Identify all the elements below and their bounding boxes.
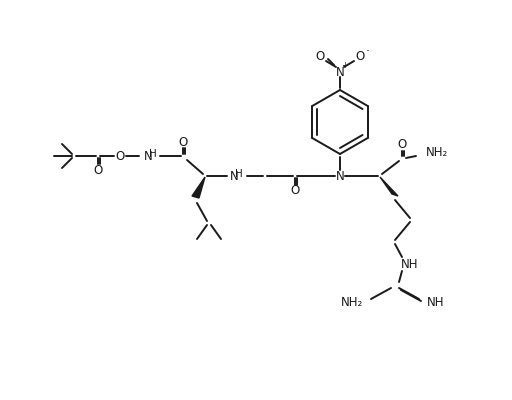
- Text: NH₂: NH₂: [426, 146, 448, 160]
- Text: O: O: [115, 150, 124, 162]
- Text: H: H: [235, 169, 243, 179]
- Text: NH: NH: [427, 296, 444, 308]
- Text: O: O: [397, 138, 407, 152]
- Text: N: N: [229, 170, 239, 182]
- Text: ·: ·: [366, 46, 370, 58]
- Text: O: O: [93, 164, 102, 176]
- Polygon shape: [380, 177, 398, 196]
- Text: O: O: [290, 184, 300, 198]
- Text: NH₂: NH₂: [341, 296, 363, 308]
- Text: N: N: [336, 170, 345, 182]
- Text: O: O: [355, 50, 365, 62]
- Text: N: N: [336, 66, 345, 78]
- Text: +: +: [342, 62, 349, 70]
- Text: NH: NH: [401, 258, 419, 270]
- Polygon shape: [192, 177, 205, 198]
- Text: O: O: [178, 136, 187, 148]
- Text: H: H: [149, 149, 157, 159]
- Text: N: N: [144, 150, 153, 162]
- Text: O: O: [315, 50, 325, 62]
